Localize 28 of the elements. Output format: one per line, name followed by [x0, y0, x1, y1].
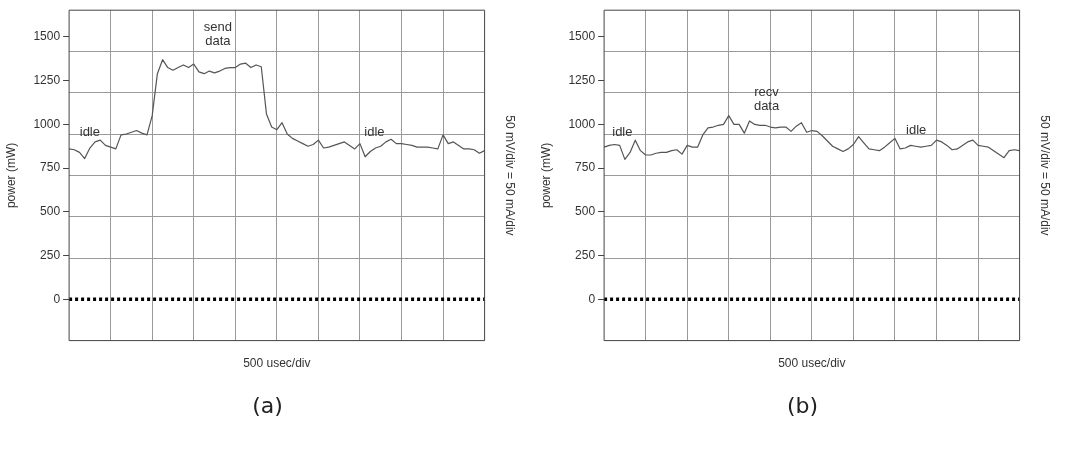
- y2-axis-title: 50 mV/div = 50 mA/div: [1038, 115, 1053, 236]
- y-tick-label: 1250: [568, 73, 596, 87]
- y-tick-label: 250: [575, 247, 596, 262]
- y-tick-label: 1000: [568, 116, 596, 131]
- y-axis-title: power (mW): [3, 142, 18, 209]
- annotation: send data: [203, 18, 232, 48]
- y-tick-label: 250: [40, 247, 61, 262]
- y-tick-label: 1500: [568, 29, 596, 44]
- annotation: idle: [79, 124, 100, 140]
- y-tick-label: 1500: [33, 29, 61, 44]
- annotation: recv data: [753, 83, 780, 113]
- y-tick-label: 750: [575, 160, 596, 175]
- y-axis-title: power (mW): [538, 142, 553, 209]
- annotation: idle: [612, 124, 633, 140]
- y-tick-label: 0: [588, 291, 596, 306]
- y-tick-label: 500: [575, 204, 596, 219]
- annotation: idle: [906, 122, 927, 138]
- y-tick-label: 1250: [33, 73, 61, 87]
- y-tick-label: 500: [40, 204, 61, 219]
- x-axis-title: 500 usec/div: [243, 356, 311, 371]
- y2-axis-title: 50 mV/div = 50 mA/div: [503, 115, 518, 236]
- y-tick-label: 1000: [33, 116, 61, 131]
- annotation: idle: [364, 124, 385, 140]
- text: (a): [251, 393, 284, 418]
- y-tick-label: 0: [53, 291, 61, 306]
- x-axis-title: 500 usec/div: [778, 356, 846, 371]
- text: (b): [785, 393, 820, 418]
- y-tick-label: 750: [40, 160, 61, 175]
